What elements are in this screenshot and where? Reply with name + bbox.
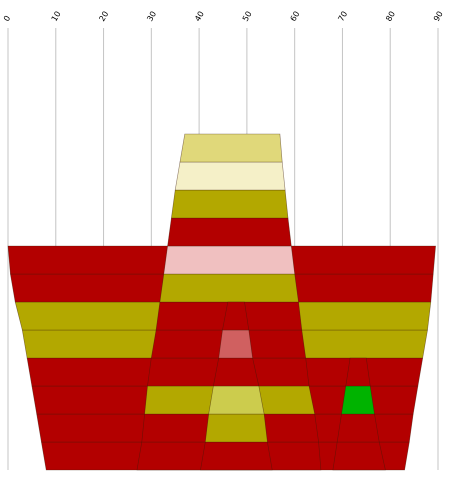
band-olive xyxy=(204,413,268,443)
band-pale-olive xyxy=(208,385,265,415)
band-olive xyxy=(159,273,299,303)
band-pink xyxy=(163,245,296,275)
band-light-red xyxy=(218,329,253,359)
band-red xyxy=(222,301,250,331)
stacked-bands xyxy=(7,133,436,471)
band-red xyxy=(167,217,292,247)
x-tick-label: 80 xyxy=(384,10,397,23)
band-red xyxy=(332,441,386,471)
x-tick-label: 60 xyxy=(289,10,302,23)
x-tick-label: 10 xyxy=(50,10,63,23)
x-tick-label: 50 xyxy=(241,10,254,23)
band-olive xyxy=(171,189,289,219)
band-green xyxy=(341,385,375,415)
band-red xyxy=(213,357,260,387)
peak-3 xyxy=(200,301,273,471)
x-tick-label: 30 xyxy=(145,10,158,23)
x-tick-labels: 0 10 20 30 40 50 60 70 80 90 xyxy=(2,10,445,23)
band-red xyxy=(336,413,380,443)
band-red xyxy=(200,441,273,471)
x-tick-label: 20 xyxy=(97,10,110,23)
band-light-olive xyxy=(179,133,283,163)
band-red xyxy=(345,357,371,387)
band-cream xyxy=(174,161,286,191)
x-tick-label: 90 xyxy=(432,10,445,23)
x-tick-label: 70 xyxy=(336,10,349,23)
peak-4 xyxy=(332,357,386,471)
x-tick-label: 0 xyxy=(2,14,12,23)
x-tick-label: 40 xyxy=(193,10,206,23)
